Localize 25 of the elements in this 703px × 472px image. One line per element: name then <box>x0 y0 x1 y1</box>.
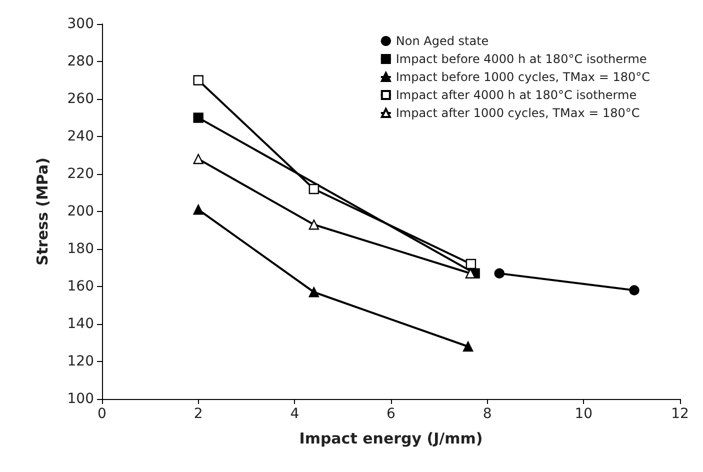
y-tick-label: 280 <box>67 54 94 70</box>
x-axis-title: Impact energy (J/mm) <box>299 430 483 448</box>
legend-label: Impact before 1000 cycles, TMax = 180°C <box>396 70 650 84</box>
y-tick-label: 120 <box>67 354 94 370</box>
x-tick-label: 10 <box>574 406 593 422</box>
y-tick-label: 160 <box>67 278 94 294</box>
x-tick-label: 6 <box>386 406 396 422</box>
y-tick-label: 180 <box>67 241 94 257</box>
x-tick-label: 4 <box>290 406 300 422</box>
y-tick-label: 240 <box>67 128 94 144</box>
y-tick-label: 300 <box>67 16 94 32</box>
x-tick-label: 12 <box>671 406 689 422</box>
y-tick-label: 200 <box>67 204 94 220</box>
y-tick-label: 140 <box>67 316 94 332</box>
y-tick-label: 260 <box>67 91 94 107</box>
legend-label: Impact after 4000 h at 180°C isotherme <box>396 88 637 102</box>
legend-label: Impact before 4000 h at 180°C isotherme <box>396 52 647 66</box>
x-tick-label: 8 <box>482 406 492 422</box>
x-tick-label: 2 <box>194 406 203 422</box>
x-tick-label: 0 <box>98 406 106 422</box>
y-axis-title: Stress (MPa) <box>34 158 52 266</box>
y-tick-label: 100 <box>67 391 94 407</box>
legend-label: Non Aged state <box>396 34 489 48</box>
y-tick-label: 220 <box>67 166 94 182</box>
legend-label: Impact after 1000 cycles, TMax = 180°C <box>396 106 640 120</box>
